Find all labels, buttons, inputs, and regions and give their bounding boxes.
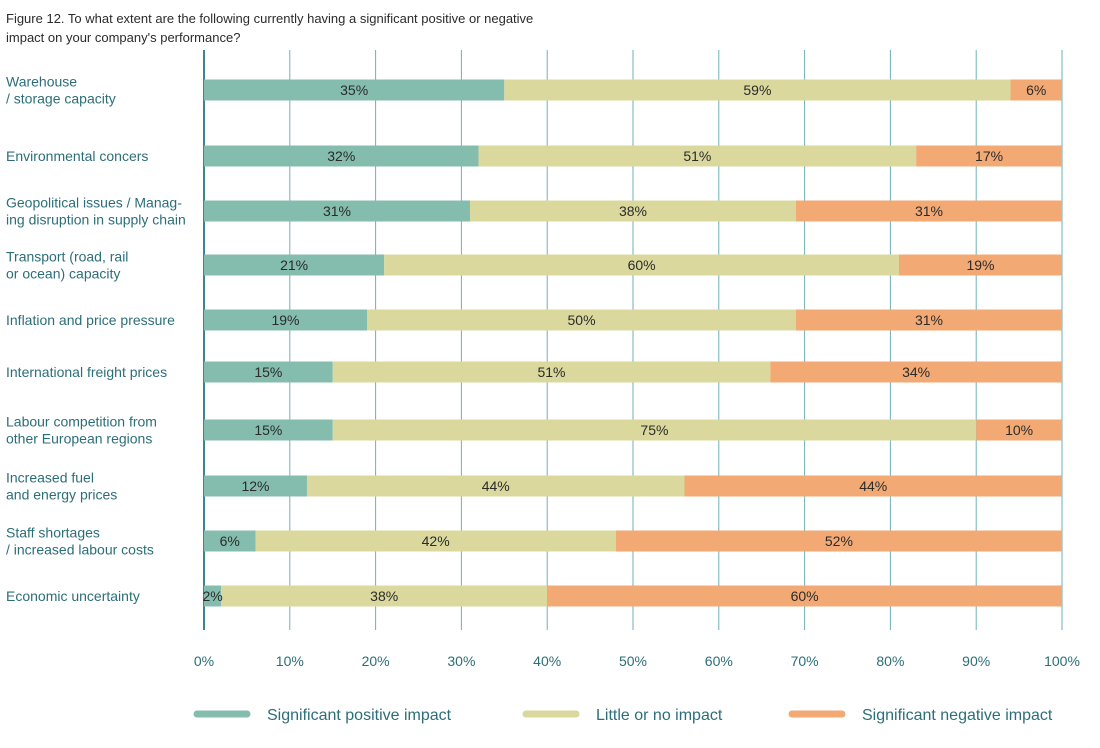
category-labels: Warehouse / storage capacity Environmental… bbox=[6, 74, 186, 605]
bars bbox=[204, 79, 1062, 607]
bar-value-label: 6% bbox=[220, 533, 240, 549]
x-tick-label: 70% bbox=[791, 653, 819, 669]
category-label: Staff shortages / increased labour costs bbox=[6, 525, 154, 558]
x-tick-label: 60% bbox=[705, 653, 733, 669]
bar-segment bbox=[384, 254, 899, 276]
category-label: Inflation and price pressure bbox=[6, 312, 175, 328]
bar-segment bbox=[204, 254, 385, 276]
bar-segment bbox=[204, 585, 222, 607]
bar-segment bbox=[221, 585, 548, 607]
bar-value-label: 32% bbox=[327, 148, 355, 164]
bar-segment bbox=[770, 361, 1062, 383]
bar-segment bbox=[204, 419, 333, 441]
bar-segment bbox=[478, 145, 917, 167]
bar-value-label: 44% bbox=[859, 478, 887, 494]
bar-segment bbox=[332, 419, 977, 441]
bar-segment bbox=[204, 475, 307, 497]
bar-segment bbox=[1010, 79, 1062, 101]
x-tick-label: 10% bbox=[276, 653, 304, 669]
bar-value-label: 31% bbox=[915, 312, 943, 328]
bar-value-label: 51% bbox=[683, 148, 711, 164]
bar-value-label: 59% bbox=[743, 82, 771, 98]
x-tick-label: 50% bbox=[619, 653, 647, 669]
bar-segment bbox=[204, 309, 368, 331]
bar-segment bbox=[684, 475, 1062, 497]
legend-label: Little or no impact bbox=[596, 707, 723, 724]
bar-value-label: 19% bbox=[271, 312, 299, 328]
bar-segment bbox=[469, 200, 797, 222]
bar-segment bbox=[547, 585, 1062, 607]
category-label: Geopolitical issues / Manag-ing disrupti… bbox=[6, 195, 186, 228]
bar-segment bbox=[796, 200, 1062, 222]
bar-value-label: 44% bbox=[482, 478, 510, 494]
bar-segment bbox=[796, 309, 1062, 331]
bar-segment bbox=[204, 79, 505, 101]
bar-segment bbox=[204, 530, 256, 552]
bar-value-label: 50% bbox=[568, 312, 596, 328]
bar-value-label: 34% bbox=[902, 364, 930, 380]
x-tick-label: 30% bbox=[447, 653, 475, 669]
bar-segment bbox=[332, 361, 771, 383]
bar-value-label: 60% bbox=[791, 588, 819, 604]
bar-value-label: 6% bbox=[1026, 82, 1046, 98]
bar-segment bbox=[898, 254, 1062, 276]
category-label: Increased fuel and energy prices bbox=[6, 470, 117, 503]
category-label: Economic uncertainty bbox=[6, 588, 140, 604]
legend-label: Significant positive impact bbox=[267, 707, 452, 724]
bar-value-label: 35% bbox=[340, 82, 368, 98]
bar-value-label: 15% bbox=[254, 422, 282, 438]
category-label: International freight prices bbox=[6, 364, 167, 380]
bar-segment bbox=[204, 200, 470, 222]
x-tick-label: 20% bbox=[362, 653, 390, 669]
bar-value-label: 2% bbox=[202, 588, 222, 604]
bar-value-label: 31% bbox=[915, 203, 943, 219]
bar-value-label: 38% bbox=[619, 203, 647, 219]
bar-segment bbox=[255, 530, 616, 552]
bar-segment bbox=[204, 145, 479, 167]
bar-segment bbox=[367, 309, 797, 331]
x-tick-label: 90% bbox=[962, 653, 990, 669]
legend: Significant positive impact Little or no … bbox=[193, 707, 1053, 724]
bar-segment bbox=[615, 530, 1062, 552]
bar-segment bbox=[916, 145, 1062, 167]
bar-value-label: 12% bbox=[241, 478, 269, 494]
chart-title: Figure 12. To what extent are the follow… bbox=[6, 11, 534, 45]
bar-segment bbox=[204, 361, 333, 383]
bar-value-label: 51% bbox=[537, 364, 565, 380]
legend-label: Significant negative impact bbox=[862, 707, 1053, 724]
bar-value-label: 21% bbox=[280, 257, 308, 273]
value-labels: 35% 59% 6% 32% 51% 17% 31% 38% 31% 21% 60% 19% 19% 50… bbox=[202, 82, 1046, 604]
bar-value-label: 60% bbox=[628, 257, 656, 273]
bar-segment bbox=[976, 419, 1062, 441]
category-label: Transport (road, rail or ocean) capacity bbox=[6, 249, 128, 282]
bar-segment bbox=[504, 79, 1011, 101]
x-axis-tick-labels: 0% 10% 20% 30% 40% 50% 60% 70% 80% 90% 100% bbox=[194, 653, 1080, 669]
bar-segment bbox=[306, 475, 685, 497]
x-tick-label: 40% bbox=[533, 653, 561, 669]
bar-value-label: 38% bbox=[370, 588, 398, 604]
category-label: Labour competition from other European re… bbox=[6, 414, 157, 447]
category-label: Environmental concers bbox=[6, 148, 148, 164]
bar-value-label: 75% bbox=[640, 422, 668, 438]
bar-value-label: 52% bbox=[825, 533, 853, 549]
bar-value-label: 17% bbox=[975, 148, 1003, 164]
bar-value-label: 15% bbox=[254, 364, 282, 380]
bar-value-label: 42% bbox=[422, 533, 450, 549]
category-label: Warehouse / storage capacity bbox=[6, 74, 116, 107]
x-tick-label: 80% bbox=[876, 653, 904, 669]
bar-value-label: 10% bbox=[1005, 422, 1033, 438]
x-tick-label: 100% bbox=[1044, 653, 1080, 669]
bar-value-label: 19% bbox=[966, 257, 994, 273]
x-tick-label: 0% bbox=[194, 653, 214, 669]
bar-value-label: 31% bbox=[323, 203, 351, 219]
